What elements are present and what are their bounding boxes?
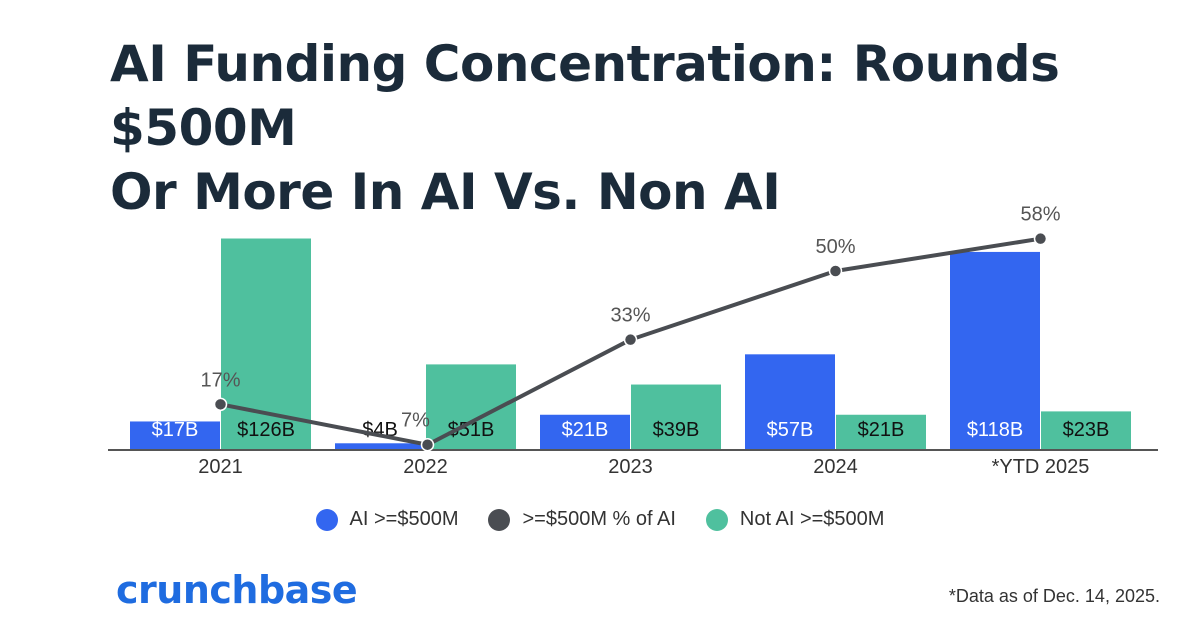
bar-not-ai-2: [631, 384, 721, 450]
percent-label-3: 50%: [815, 236, 855, 258]
x-tick-1: 2022: [403, 456, 448, 478]
percent-label-4: 58%: [1020, 204, 1060, 226]
legend-label-percent: >=$500M % of AI: [522, 508, 676, 530]
chart-title: AI Funding Concentration: Rounds $500M O…: [110, 32, 1190, 224]
percent-point-2: [623, 332, 638, 347]
bar-not-ai-4: [1041, 411, 1131, 450]
bar-ai-0: [130, 421, 220, 450]
percent-label-0: 17%: [200, 369, 240, 391]
x-tick-0: 2021: [198, 456, 243, 478]
legend-item-ai: AI >=$500M: [315, 508, 459, 531]
bar-ai-4: [950, 251, 1040, 450]
percent-label-1: 7%: [401, 410, 430, 432]
bar-ai-3: [745, 354, 835, 450]
legend-swatch-ai: [315, 508, 338, 531]
legend-swatch-not-ai: [705, 508, 728, 531]
crunchbase-logo: crunchbase: [116, 568, 358, 612]
legend-label-not-ai: Not AI >=$500M: [739, 508, 885, 530]
legend-item-percent: >=$500M % of AI: [488, 508, 676, 531]
legend-label-ai: AI >=$500M: [349, 508, 459, 530]
bar-label-not-ai-4: $23B: [1063, 419, 1110, 441]
percent-point-1: [420, 437, 435, 452]
bar-label-ai-4: $118B: [967, 419, 1023, 441]
bar-label-not-ai-3: $21B: [858, 419, 905, 441]
bar-label-not-ai-1: $51B: [448, 419, 495, 441]
bar-label-not-ai-0: $126B: [237, 419, 295, 441]
bar-label-not-ai-2: $39B: [653, 419, 700, 441]
percent-point-3: [828, 264, 843, 278]
line-layer: 17% 7% 33% 50% 58%: [200, 204, 1061, 452]
bar-ai-1: [335, 443, 425, 450]
bar-ai-2: [540, 414, 630, 450]
bar-label-ai-2: $21B: [562, 419, 609, 441]
bar-not-ai-3: [836, 414, 926, 450]
chart-title-line-2: Or More In AI Vs. Non AI: [110, 163, 781, 221]
footnote: *Data as of Dec. 14, 2025.: [948, 586, 1160, 606]
bar-label-ai-0: $17B: [152, 419, 199, 441]
legend-item-not-ai: Not AI >=$500M: [705, 508, 885, 531]
x-ticks: 2021 2022 2023 2024 *YTD 2025: [198, 456, 1089, 478]
legend-swatch-percent: [488, 508, 511, 531]
chart-plot: $17B $126B $4B $51B $21B $39B $57B $21B $118B $23…: [108, 204, 1158, 478]
x-tick-2: 2023: [608, 456, 653, 478]
percent-point-4: [1033, 231, 1048, 246]
legend: AI >=$500M >=$500M % of AI Not AI >=$500…: [0, 508, 1200, 531]
bar-label-ai-3: $57B: [767, 419, 814, 441]
percent-label-2: 33%: [610, 305, 650, 327]
percent-point-0: [213, 397, 228, 412]
x-tick-3: 2024: [813, 456, 858, 478]
x-tick-4: *YTD 2025: [992, 456, 1090, 478]
chart-title-line-1: AI Funding Concentration: Rounds $500M: [110, 35, 1060, 157]
